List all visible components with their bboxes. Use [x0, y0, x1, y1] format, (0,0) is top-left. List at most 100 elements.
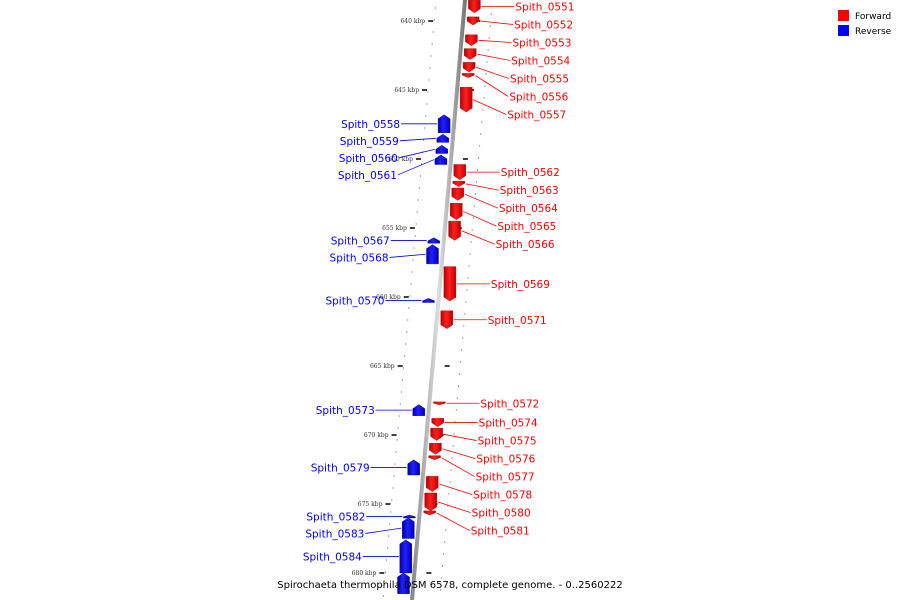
gene-label-group: Spith_0560	[339, 148, 435, 165]
gene-label-spith-0559[interactable]: Spith_0559	[340, 136, 399, 148]
gene-label-spith-0567[interactable]: Spith_0567	[331, 235, 390, 247]
reverse-guide-dot	[407, 319, 409, 321]
gene-label-spith-0566[interactable]: Spith_0566	[496, 239, 555, 251]
gene-label-spith-0569[interactable]: Spith_0569	[491, 279, 550, 291]
gene-arrow-spith-0580[interactable]	[424, 492, 437, 512]
gene-arrow-spith-0568[interactable]	[426, 244, 439, 265]
gene-arrow-spith-0551[interactable]	[468, 0, 481, 13]
label-leader-line	[365, 527, 402, 534]
gene-label-spith-0583[interactable]: Spith_0583	[305, 528, 364, 540]
reverse-guide-dot	[384, 571, 387, 573]
forward-guide-dot	[456, 397, 458, 399]
gene-arrow-spith-0554[interactable]	[464, 48, 477, 60]
gene-arrow-spith-0555[interactable]	[462, 62, 476, 73]
gene-arrow-spith-0576[interactable]	[429, 443, 442, 455]
forward-guide-dot	[486, 61, 488, 63]
gene-label-group: Spith_0557	[473, 99, 566, 122]
forward-guide-dot	[479, 145, 481, 147]
gene-arrow-spith-0583[interactable]	[402, 517, 415, 539]
gene-label-spith-0579[interactable]: Spith_0579	[311, 462, 370, 474]
gene-label-spith-0571[interactable]: Spith_0571	[488, 315, 547, 327]
gene-label-spith-0562[interactable]: Spith_0562	[501, 167, 560, 179]
legend-item-reverse: Reverse	[838, 25, 892, 37]
gene-arrow-spith-0575[interactable]	[430, 427, 443, 441]
gene-label-group: Spith_0581	[436, 512, 530, 538]
gene-arrow-spith-0579[interactable]	[407, 459, 420, 476]
gene-label-spith-0580[interactable]: Spith_0580	[472, 508, 531, 520]
gene-label-spith-0561[interactable]: Spith_0561	[338, 170, 397, 182]
label-leader-line	[397, 159, 435, 176]
gene-arrow-spith-0573[interactable]	[412, 404, 425, 416]
gene-label-spith-0553[interactable]: Spith_0553	[512, 38, 571, 50]
gene-arrow-spith-0569[interactable]	[443, 266, 457, 302]
gene-label-spith-0565[interactable]: Spith_0565	[497, 221, 556, 233]
gene-label-spith-0581[interactable]: Spith_0581	[471, 526, 530, 538]
gene-arrow-spith-0570[interactable]	[422, 298, 435, 303]
gene-label-spith-0563[interactable]: Spith_0563	[500, 185, 559, 197]
label-leader-line	[477, 53, 511, 61]
gene-label-spith-0577[interactable]: Spith_0577	[476, 472, 535, 484]
gene-label-spith-0575[interactable]: Spith_0575	[478, 436, 537, 448]
gene-arrow-unnamed[interactable]	[397, 572, 410, 594]
strand-dots	[382, 7, 492, 597]
gene-label-spith-0557[interactable]: Spith_0557	[507, 110, 566, 122]
gene-label-spith-0572[interactable]: Spith_0572	[480, 398, 539, 410]
gene-arrow-spith-0556[interactable]	[462, 73, 475, 78]
gene-arrow-spith-0559[interactable]	[436, 133, 449, 143]
gene-label-spith-0574[interactable]: Spith_0574	[479, 418, 538, 430]
gene-arrow-spith-0561[interactable]	[434, 154, 448, 165]
reverse-guide-dot	[411, 271, 413, 273]
gene-arrow-spith-0552[interactable]	[466, 16, 480, 26]
gene-label-spith-0570[interactable]: Spith_0570	[325, 295, 384, 307]
forward-guide-dot	[459, 361, 462, 363]
gene-arrow-spith-0557[interactable]	[460, 86, 473, 113]
reverse-guide-dot	[412, 259, 414, 261]
gene-arrow-spith-0572[interactable]	[433, 401, 446, 406]
gene-arrow-spith-0574[interactable]	[431, 418, 444, 427]
gene-label-spith-0584[interactable]: Spith_0584	[303, 551, 362, 563]
label-leader-line	[389, 253, 426, 258]
gene-arrow-spith-0562[interactable]	[453, 164, 466, 180]
gene-label-spith-0582[interactable]: Spith_0582	[306, 511, 365, 523]
gene-label-spith-0560[interactable]: Spith_0560	[339, 153, 398, 165]
genome-axis	[409, 0, 468, 600]
forward-guide-dot	[439, 589, 442, 591]
reverse-guide-dot	[402, 367, 405, 369]
gene-label-spith-0564[interactable]: Spith_0564	[499, 203, 558, 215]
gene-label-spith-0568[interactable]: Spith_0568	[330, 252, 389, 264]
gene-arrow-spith-0567[interactable]	[427, 237, 440, 244]
forward-guide-dot	[445, 529, 447, 531]
gene-label-spith-0558[interactable]: Spith_0558	[341, 119, 400, 131]
gene-label-spith-0555[interactable]: Spith_0555	[510, 74, 569, 86]
forward-guide-dot	[444, 541, 446, 543]
gene-arrow-spith-0582[interactable]	[403, 514, 416, 519]
tick-label: 655 kbp	[382, 225, 407, 232]
gene-arrow-spith-0560[interactable]	[435, 144, 448, 154]
gene-arrow-spith-0578[interactable]	[426, 476, 439, 492]
genome-backbone	[409, 0, 468, 600]
reverse-guide-dot	[434, 7, 436, 9]
gene-arrow-spith-0577[interactable]	[428, 455, 441, 461]
gene-label-spith-0573[interactable]: Spith_0573	[316, 405, 375, 417]
gene-label-spith-0576[interactable]: Spith_0576	[476, 454, 535, 466]
gene-arrow-spith-0584[interactable]	[399, 539, 412, 574]
gene-arrow-spith-0566[interactable]	[448, 220, 461, 241]
gene-arrow-spith-0581[interactable]	[423, 510, 436, 516]
gene-label-spith-0556[interactable]: Spith_0556	[509, 92, 568, 104]
gene-arrow-spith-0558[interactable]	[437, 114, 451, 134]
gene-label-spith-0552[interactable]: Spith_0552	[514, 20, 573, 32]
gene-label-group: Spith_0574	[444, 418, 538, 430]
gene-arrow-spith-0553[interactable]	[465, 34, 478, 47]
forward-guide-dot	[465, 301, 467, 303]
gene-arrow-spith-0563[interactable]	[452, 180, 465, 187]
gene-label-spith-0551[interactable]: Spith_0551	[515, 2, 574, 14]
forward-guide-dot	[477, 157, 480, 159]
gene-arrow-spith-0565[interactable]	[450, 202, 463, 220]
gene-arrow-spith-0564[interactable]	[451, 187, 464, 201]
scale-ticks: 640 kbp 645 kbp 650 kbp 655 kbp 660 kbp 665 k…	[352, 18, 481, 577]
gene-label-spith-0578[interactable]: Spith_0578	[473, 490, 532, 502]
gene-label-spith-0554[interactable]: Spith_0554	[511, 56, 570, 68]
gene-arrow-spith-0571[interactable]	[440, 310, 453, 329]
forward-guide-dot	[490, 13, 492, 15]
